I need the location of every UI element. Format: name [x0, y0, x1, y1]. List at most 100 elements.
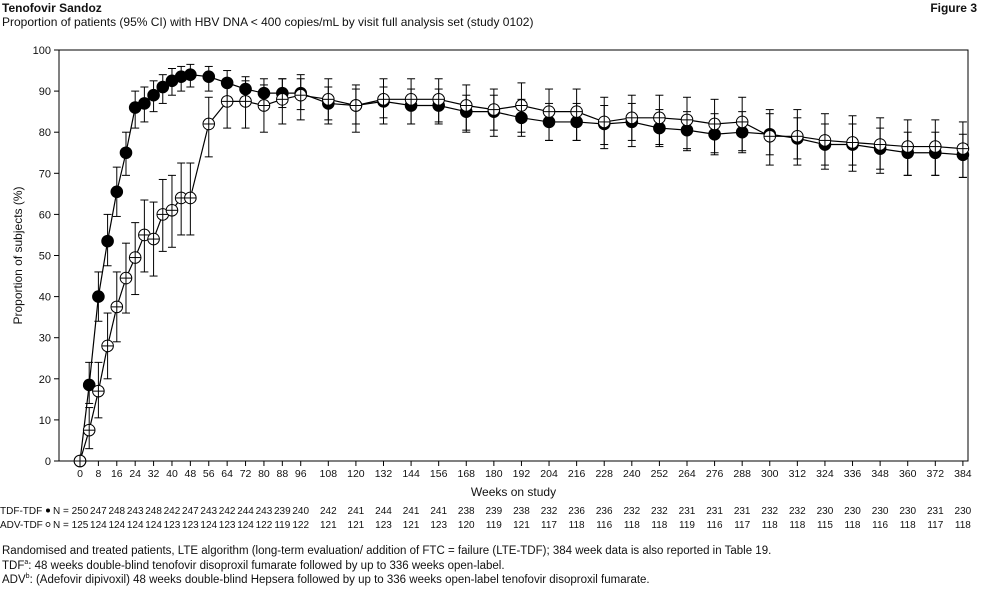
x-tick-label-21: 204: [540, 468, 558, 480]
n-value-1-32: 118: [845, 520, 861, 531]
n-value-1-22: 118: [569, 520, 585, 531]
n-value-1-30: 118: [789, 520, 805, 531]
n-value-0-7: 243: [200, 506, 217, 517]
x-tick-label-20: 192: [513, 468, 531, 480]
n-value-1-4: 124: [145, 520, 162, 531]
n-value-1-36: 118: [955, 520, 971, 531]
footnote-adv: ADVb: (Adefovir dipivoxil) 48 weeks doub…: [2, 573, 650, 586]
n-value-1-21: 117: [541, 520, 557, 531]
x-tick-label-8: 64: [221, 468, 233, 480]
x-tick-label-32: 336: [844, 468, 862, 480]
x-tick-label-0: 0: [77, 468, 83, 480]
figure-label: Figure 3: [930, 1, 977, 15]
series-adv-tdf: [73, 74, 970, 468]
x-tick-label-34: 360: [899, 468, 917, 480]
n-value-0-9: 244: [237, 506, 254, 517]
x-tick-label-28: 288: [733, 468, 751, 480]
plot-frame: [58, 49, 969, 462]
n-value-1-7: 124: [200, 520, 217, 531]
footnote-adv-label: ADV: [2, 573, 26, 586]
n-value-1-3: 124: [127, 520, 144, 531]
n-value-0-25: 232: [651, 506, 668, 517]
y-tick-label-6: 60: [39, 209, 51, 221]
n-row-label-1: ADV-TDF: [0, 520, 43, 531]
n-value-0-17: 241: [430, 506, 447, 517]
x-tick-label-15: 132: [375, 468, 393, 480]
x-tick-label-17: 156: [430, 468, 448, 480]
x-tick-label-13: 108: [320, 468, 338, 480]
x-tick-label-24: 240: [623, 468, 641, 480]
n-value-1-15: 123: [375, 520, 392, 531]
x-tick-label-5: 40: [166, 468, 178, 480]
n-value-1-16: 121: [403, 520, 420, 531]
n-value-1-5: 123: [164, 520, 181, 531]
n-row-label-0: TDF-TDF: [0, 506, 42, 517]
x-tick-label-30: 312: [789, 468, 807, 480]
n-value-0-14: 241: [348, 506, 365, 517]
y-tick-label-10: 100: [33, 45, 51, 57]
n-value-0-4: 248: [145, 506, 162, 517]
n-value-0-16: 241: [403, 506, 420, 517]
n-value-1-29: 118: [762, 520, 778, 531]
n-value-0-13: 242: [320, 506, 337, 517]
n-value-0-2: 248: [108, 506, 125, 517]
n-value-0-32: 230: [844, 506, 861, 517]
x-tick-label-2: 16: [111, 468, 123, 480]
y-tick-label-3: 30: [39, 333, 51, 345]
x-tick-label-35: 372: [927, 468, 945, 480]
n-value-1-23: 116: [596, 520, 612, 531]
y-tick-label-2: 20: [39, 374, 51, 386]
x-tick-label-3: 24: [129, 468, 141, 480]
y-tick-label-9: 90: [39, 86, 51, 98]
n-value-1-34: 118: [900, 520, 916, 531]
n-value-0-24: 232: [623, 506, 640, 517]
n-value-1-28: 117: [734, 520, 750, 531]
x-axis-label: Weeks on study: [471, 485, 556, 499]
n-value-1-9: 124: [237, 520, 254, 531]
n-value-1-13: 121: [320, 520, 337, 531]
series-line-adv-tdf: [79, 94, 963, 462]
x-tick-label-33: 348: [871, 468, 889, 480]
x-tick-label-29: 300: [761, 468, 779, 480]
y-tick-label-5: 50: [39, 251, 51, 263]
n-value-0-20: 238: [513, 506, 530, 517]
n-value-1-33: 116: [872, 520, 888, 531]
y-axis-label: Proportion of subjects (%): [11, 186, 25, 324]
x-tick-label-19: 180: [485, 468, 503, 480]
n-value-0-23: 236: [596, 506, 613, 517]
n-value-0-30: 232: [789, 506, 806, 517]
x-tick-label-31: 324: [816, 468, 834, 480]
marker-filled-1: [82, 378, 96, 392]
n-value-0-3: 243: [127, 506, 144, 517]
n-value-1-24: 118: [624, 520, 640, 531]
n-value-0-8: 242: [219, 506, 236, 517]
n-value-1-11: 119: [274, 520, 290, 531]
marker-filled-4: [110, 185, 124, 199]
n-value-1-20: 121: [513, 520, 530, 531]
x-tick-label-11: 88: [276, 468, 288, 480]
n-value-1-25: 118: [651, 520, 667, 531]
marker-filled-2: [92, 290, 105, 303]
x-tick-label-27: 276: [706, 468, 724, 480]
marker-filled-8: [147, 88, 160, 102]
y-tick-label-7: 70: [39, 168, 51, 180]
footnote-tdf-text: : 48 weeks double-blind tenofovir disopr…: [28, 559, 505, 572]
x-tick-label-23: 228: [595, 468, 613, 480]
n-value-0-22: 236: [568, 506, 585, 517]
n-value-0-34: 230: [899, 506, 916, 517]
n-row-marker-1: [45, 522, 51, 527]
n-value-0-0: 250: [72, 506, 89, 517]
x-tick-label-18: 168: [457, 468, 475, 480]
n-value-1-19: 119: [486, 520, 502, 531]
n-value-1-1: 124: [90, 520, 107, 531]
x-tick-label-16: 144: [402, 468, 420, 480]
n-value-0-26: 231: [679, 506, 696, 517]
data-series: [73, 63, 970, 468]
marker-filled-5: [119, 146, 133, 160]
x-tick-label-7: 56: [203, 468, 215, 480]
n-value-0-28: 231: [734, 506, 751, 517]
footnote-tdf-sup: a: [24, 559, 29, 566]
n-value-0-15: 244: [375, 506, 392, 517]
x-tick-label-26: 264: [678, 468, 696, 480]
